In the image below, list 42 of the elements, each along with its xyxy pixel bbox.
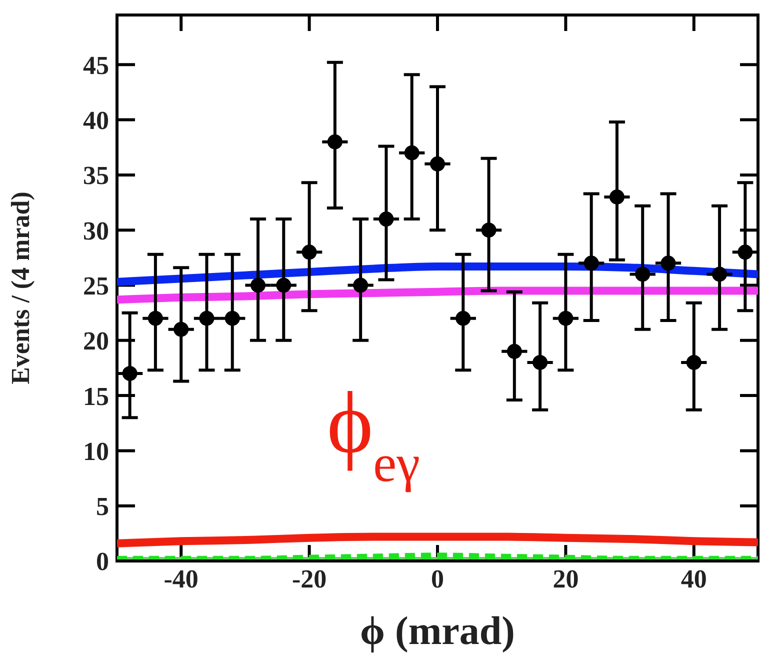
y-tick-label: 20 [83,326,109,356]
point [250,278,266,293]
x-tick-label: 40 [680,564,707,594]
point [738,244,753,260]
x-tick-label: -40 [164,564,198,594]
point [148,310,163,326]
y-tick-label: 15 [83,382,109,411]
x-tick-label: 0 [431,564,444,594]
x-tick-label: 20 [552,564,579,594]
point [430,156,445,172]
y-tick-label: 10 [83,436,109,466]
point [660,256,676,271]
y-tick-label: 5 [96,492,109,522]
point [327,134,342,150]
y-tick-label: 35 [83,161,109,190]
y-axis-title: Events / (4 mrad) [6,192,36,384]
x-axis-title: ϕ (mrad) [360,608,515,653]
y-tick-label: 30 [83,216,109,246]
x-tick-label: -20 [292,564,327,594]
y-tick-label: 40 [83,106,109,136]
point [174,322,189,337]
y-tick-label: 45 [83,50,109,80]
point [122,366,138,381]
point [532,354,548,370]
point [456,310,471,326]
point [584,256,599,271]
y-tick-label: 25 [83,271,109,300]
point [481,222,496,238]
point [378,212,394,227]
point [558,310,574,326]
point [302,244,317,260]
point [635,266,650,282]
point [686,354,702,370]
point [404,145,420,160]
point [276,278,292,293]
point [712,266,728,282]
point [199,310,214,326]
point [506,344,522,359]
point [224,310,240,326]
point [353,278,368,293]
point [609,190,624,204]
annotation: ϕ$_{eγ}$ [326,374,420,493]
